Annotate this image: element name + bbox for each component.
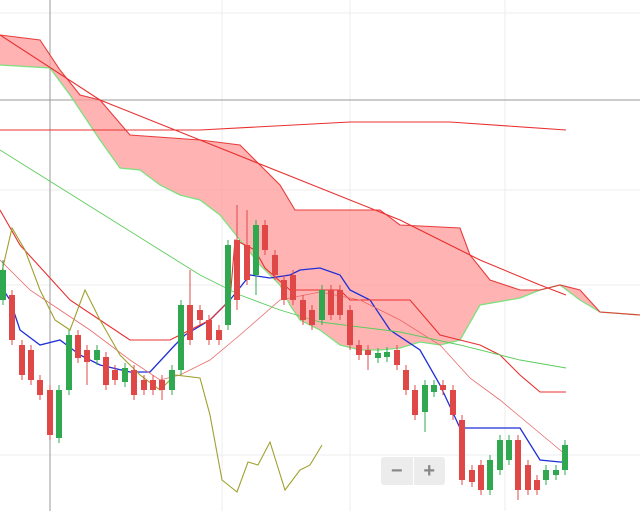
candle-body (19, 345, 25, 375)
candle-body (94, 350, 100, 360)
candle-body (365, 350, 371, 355)
candle-body (412, 390, 418, 415)
candle-body (422, 385, 428, 412)
candle-body (553, 470, 559, 475)
candle-body (253, 225, 259, 275)
candle-body (469, 470, 475, 482)
candle-body (459, 420, 465, 480)
candle-body (159, 380, 165, 390)
candle-body (394, 350, 400, 365)
candle-body (187, 305, 193, 340)
candle-body (150, 380, 156, 390)
candle-body (84, 350, 90, 362)
candle-body (562, 445, 568, 470)
candle-body (141, 380, 147, 390)
candle-body (0, 270, 6, 300)
candle-body (234, 240, 240, 300)
candle-body (9, 295, 15, 340)
candle-body (47, 390, 53, 435)
candle-body (75, 335, 81, 358)
candle-body (431, 385, 437, 392)
candle-body (225, 245, 231, 325)
candle-body (309, 310, 315, 325)
candle-body (262, 225, 268, 250)
candle-body (103, 357, 109, 385)
candle-body (216, 330, 222, 340)
indicator-line (0, 34, 567, 296)
candle-body (384, 352, 390, 357)
indicator-line (0, 121, 567, 131)
candle-body (497, 440, 503, 470)
candle-body (328, 290, 334, 315)
candle-body (440, 385, 446, 390)
candle-body (478, 465, 484, 490)
candle-body (487, 460, 493, 490)
cloud-fill (0, 35, 640, 350)
candle-body (281, 280, 287, 300)
candle-body (290, 275, 296, 300)
candle-body (450, 390, 456, 415)
candle-body (112, 370, 118, 380)
candle-body (131, 370, 137, 395)
zoom-controls: − + (381, 457, 445, 485)
candle-body (66, 335, 72, 390)
span-b-line (0, 34, 640, 316)
zoom-out-button[interactable]: − (390, 459, 403, 482)
candle-body (337, 290, 343, 315)
candle-body (206, 320, 212, 340)
candle-body (347, 310, 353, 345)
candle-body (178, 305, 184, 370)
candle-body (515, 440, 521, 490)
candle-body (122, 368, 128, 382)
zoom-in-button[interactable]: + (412, 457, 446, 485)
candle-body (534, 480, 540, 490)
candle-body (356, 345, 362, 355)
candle-body (37, 380, 43, 395)
candle-body (28, 350, 34, 380)
candle-body (375, 353, 381, 358)
candle-body (169, 370, 175, 390)
candle-body (244, 245, 250, 280)
candle-body (506, 440, 512, 460)
candle-body (56, 390, 62, 438)
candle-body (319, 290, 325, 320)
indicator-line (0, 259, 567, 456)
candle-body (543, 470, 549, 480)
candle-body (525, 465, 531, 490)
candle-body (403, 370, 409, 390)
candle-body (272, 255, 278, 275)
candle-body (300, 300, 306, 320)
candle-body (197, 310, 203, 320)
